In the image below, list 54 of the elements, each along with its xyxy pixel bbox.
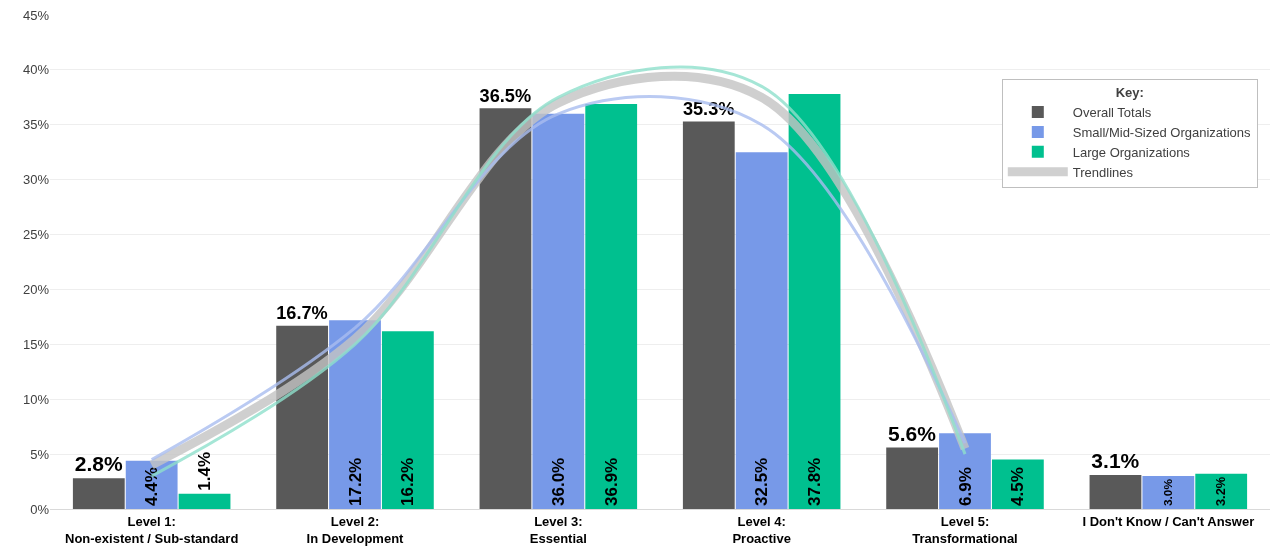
bar — [178, 493, 231, 509]
data-label: 1.4% — [195, 451, 215, 491]
data-label: 36.0% — [548, 457, 568, 506]
y-tick-label: 5% — [30, 446, 50, 462]
bar — [886, 447, 939, 509]
data-label: 2.8% — [74, 452, 123, 476]
bar — [1089, 474, 1142, 509]
x-tick-label: Level 5: Transformational — [912, 513, 1018, 546]
bar — [381, 331, 434, 509]
data-label: 6.9% — [955, 467, 975, 506]
legend-label: Trendlines — [1072, 164, 1134, 180]
legend-title: Key: — [1115, 85, 1144, 101]
y-tick-label: 40% — [22, 62, 50, 78]
bar — [479, 108, 532, 509]
data-label: 17.2% — [345, 457, 365, 506]
data-label: 5.6% — [888, 421, 937, 445]
x-tick-label: I Don't Know / Can't Answer — [1082, 513, 1255, 529]
y-tick-label: 30% — [22, 172, 50, 188]
y-tick-label: 10% — [22, 391, 50, 407]
data-label: 36.9% — [601, 457, 621, 506]
legend-label: Large Organizations — [1072, 144, 1191, 160]
y-tick-label: 45% — [22, 7, 50, 23]
y-tick-label: 0% — [30, 501, 50, 517]
data-label: 3.1% — [1091, 448, 1140, 472]
data-label: 16.2% — [398, 457, 418, 506]
data-label: 35.3% — [682, 99, 735, 120]
bar — [1195, 473, 1248, 509]
bar — [788, 94, 841, 509]
y-tick-label: 35% — [22, 117, 50, 133]
bar — [1142, 476, 1195, 509]
bar — [72, 478, 125, 509]
y-tick-label: 20% — [22, 281, 50, 297]
data-label: 36.5% — [479, 85, 532, 106]
bar — [276, 325, 329, 509]
bar — [585, 103, 638, 509]
legend-label: Overall Totals — [1072, 105, 1152, 121]
data-label: 32.5% — [752, 457, 772, 506]
x-tick-label: Level 1: Non-existent / Sub-standard — [64, 513, 239, 546]
bar — [329, 320, 381, 509]
x-tick-label: Level 3: Essential — [529, 513, 587, 546]
data-label: 4.5% — [1008, 467, 1028, 506]
y-tick-label: 15% — [22, 336, 50, 352]
x-tick-label: Level 2: In Development — [306, 513, 405, 546]
bar — [682, 121, 735, 509]
data-label: 3.0% — [1161, 478, 1176, 506]
y-tick-label: 25% — [22, 227, 50, 243]
bar — [735, 152, 788, 509]
data-label: 4.4% — [142, 467, 162, 506]
legend-label: Small/Mid-Sized Organizations — [1072, 125, 1252, 141]
data-label: 16.7% — [276, 303, 328, 324]
data-label: 3.2% — [1213, 476, 1229, 506]
bar — [532, 113, 585, 509]
data-label: 37.8% — [805, 457, 825, 506]
x-tick-label: Level 4: Proactive — [732, 513, 791, 546]
